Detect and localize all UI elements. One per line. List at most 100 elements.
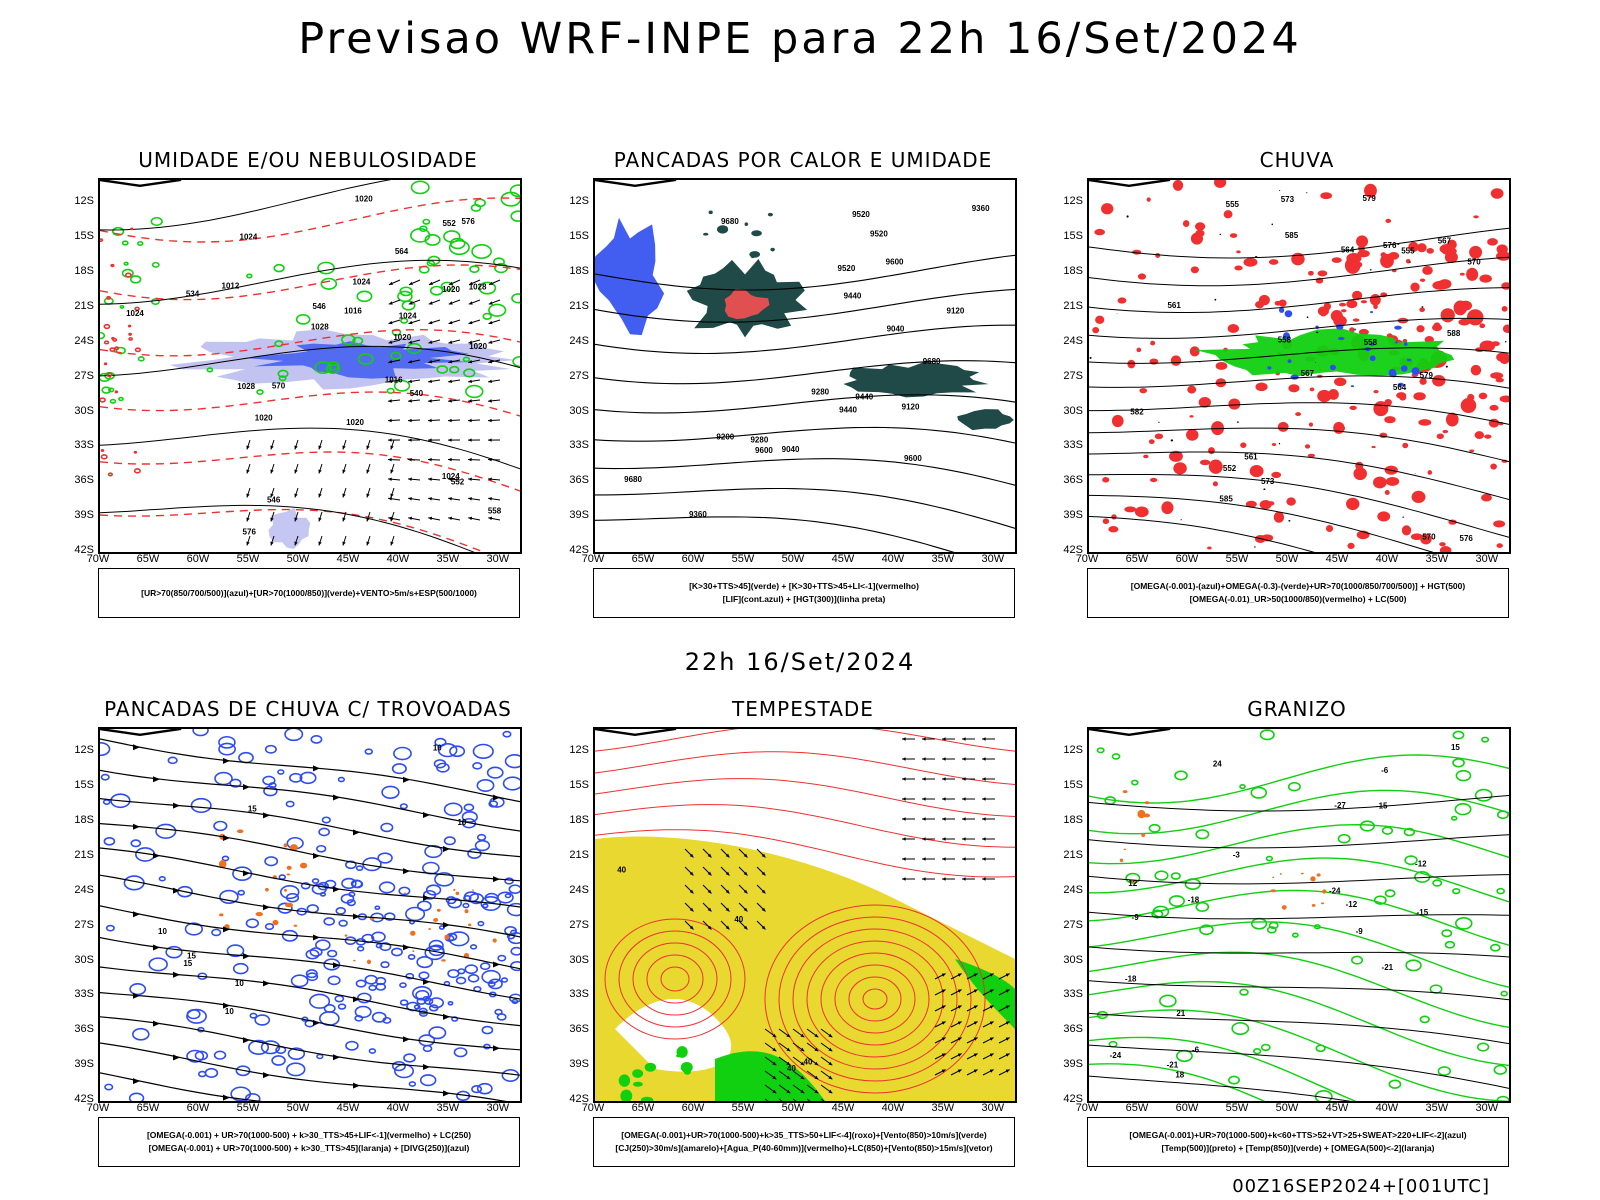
vector-head bbox=[989, 1037, 994, 1041]
vector-head bbox=[942, 837, 946, 841]
temp850-contour bbox=[1089, 823, 1509, 865]
longitude-label: 40W bbox=[1375, 553, 1399, 565]
rain-region bbox=[1190, 266, 1199, 274]
rain-region bbox=[1268, 501, 1275, 506]
divergence-contour bbox=[398, 886, 411, 896]
rain-region bbox=[1245, 500, 1257, 508]
strong-omega-band bbox=[1195, 328, 1455, 377]
temp850-contour bbox=[1454, 803, 1472, 816]
streamline-250 bbox=[100, 874, 520, 938]
stream-arrow bbox=[443, 845, 450, 852]
contour-label: 1024 bbox=[353, 278, 371, 287]
rain-region bbox=[1489, 404, 1499, 411]
label-dot bbox=[1504, 341, 1507, 343]
rain-region bbox=[1208, 459, 1223, 474]
contour-label: 24 bbox=[1213, 759, 1222, 768]
rain-region bbox=[1198, 396, 1212, 408]
forecast-time-label: 22h 16/Set/2024 bbox=[684, 648, 916, 676]
vector-head bbox=[388, 438, 392, 442]
omega500-region bbox=[1279, 872, 1282, 875]
stream-arrow bbox=[313, 852, 320, 859]
coastline bbox=[595, 180, 677, 188]
rain-region bbox=[1136, 347, 1142, 353]
rain-region bbox=[1346, 497, 1360, 511]
divergence-contour bbox=[102, 799, 111, 805]
temp850-contour bbox=[1175, 1049, 1193, 1063]
thunderstorm-region bbox=[236, 829, 244, 834]
rain-region bbox=[1227, 324, 1240, 333]
rain-region bbox=[1320, 192, 1333, 200]
vector-head bbox=[725, 907, 730, 912]
temp850-contour bbox=[1089, 980, 1509, 1067]
rain-region bbox=[1111, 514, 1117, 520]
vector-head bbox=[989, 1053, 994, 1057]
rain-region bbox=[1373, 389, 1379, 394]
contour-label: 9440 bbox=[839, 406, 857, 415]
latitude-label: 21S bbox=[1063, 848, 1083, 861]
rain-region bbox=[1094, 228, 1105, 236]
contour-label: 561 bbox=[1244, 453, 1258, 462]
thunderstorm-region bbox=[428, 928, 432, 930]
longitude-label: 35W bbox=[931, 1102, 955, 1114]
latitude-label: 24S bbox=[1063, 334, 1083, 347]
humidity-contour bbox=[443, 230, 461, 243]
latitude-label: 12S bbox=[1063, 195, 1083, 208]
contour-label: -15 bbox=[1376, 801, 1388, 810]
vector-head bbox=[942, 817, 946, 821]
thunderstorm-region bbox=[286, 873, 291, 876]
stream-arrow bbox=[133, 1078, 140, 1085]
hgt500-contour bbox=[1089, 256, 1509, 287]
vector-head bbox=[828, 1089, 833, 1094]
divergence-contour bbox=[335, 906, 346, 915]
contour-label: 1024 bbox=[442, 472, 460, 481]
legend-line: [CJ(250)>30m/s](amarelo)+[Agua_P(40-60mm… bbox=[615, 1143, 993, 1153]
divergence-contour bbox=[509, 993, 520, 1003]
divergence-contour bbox=[467, 974, 480, 983]
humidity-contour bbox=[511, 293, 520, 304]
label-dot bbox=[1089, 356, 1092, 359]
vector-head bbox=[772, 1089, 777, 1094]
stream-arrow bbox=[173, 802, 180, 809]
hgt300-contour bbox=[595, 394, 1015, 414]
rain-region bbox=[1173, 462, 1187, 475]
divergence-contour bbox=[323, 1004, 336, 1013]
strong-wind-region bbox=[683, 1069, 691, 1075]
thunderstorm-region bbox=[444, 934, 450, 940]
stream-arrow bbox=[223, 1094, 230, 1101]
rain-region bbox=[1308, 270, 1314, 276]
divergence-contour bbox=[484, 892, 499, 904]
temp850-contour bbox=[1313, 924, 1321, 930]
temp850-contour bbox=[1159, 994, 1177, 1008]
thickness-contour bbox=[107, 472, 113, 477]
vector-head bbox=[902, 837, 906, 841]
contour-label: 573 bbox=[1261, 477, 1275, 486]
divergence-contour bbox=[419, 1074, 437, 1087]
divergence-contour bbox=[403, 1053, 416, 1063]
omega500-region bbox=[1316, 873, 1321, 877]
rain-region bbox=[1487, 238, 1498, 246]
contour-label: 570 bbox=[1422, 532, 1436, 541]
longitude-label: 65W bbox=[1125, 553, 1149, 565]
thickness-contour bbox=[103, 340, 110, 345]
humidity-contour bbox=[465, 384, 484, 399]
rain-region bbox=[1364, 183, 1377, 198]
divergence-contour bbox=[319, 891, 327, 897]
divergence-contour bbox=[393, 746, 412, 761]
stream-arrow bbox=[403, 868, 410, 875]
latitude-label: 18S bbox=[569, 814, 589, 826]
label-dot bbox=[1214, 298, 1217, 301]
forecast-map: -3 -6 -9 -12 -15 -18 -21 -24 -27 -6 -9 -12 -15 -18 -21… bbox=[1087, 727, 1511, 1103]
vector-head bbox=[448, 457, 452, 462]
vector-head bbox=[390, 445, 394, 450]
streamline-850 bbox=[595, 729, 1015, 752]
contour-label: 10 bbox=[457, 818, 466, 827]
vector-head bbox=[962, 777, 966, 781]
vector-head bbox=[689, 907, 694, 912]
contour-label: 540 bbox=[410, 389, 424, 398]
divergence-contour bbox=[345, 1040, 359, 1051]
divergence-contour bbox=[100, 773, 110, 781]
vector-head bbox=[294, 445, 298, 450]
latitude-label: 12S bbox=[569, 744, 589, 757]
contour-label: 588 bbox=[1447, 329, 1461, 338]
instability-region bbox=[843, 361, 989, 398]
